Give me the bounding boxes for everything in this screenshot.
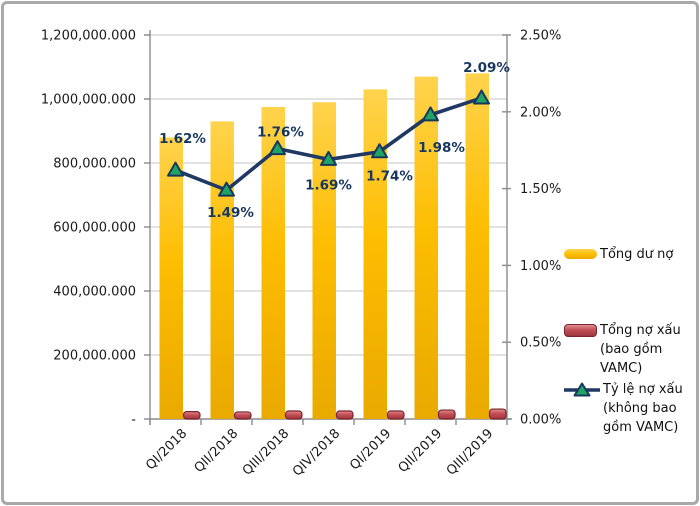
npl-data-label: 1.62% bbox=[159, 131, 206, 147]
right-axis-tick-label: 2.50% bbox=[520, 29, 561, 44]
bad-debt-bar bbox=[488, 408, 507, 420]
right-axis-tick-label: 0.00% bbox=[520, 413, 561, 428]
legend-item: Tỷ lệ nợ xấu (không bao gồm VAMC) bbox=[564, 380, 694, 437]
combo-chart: 1,200,000.000 1,000,000.000 800,000.000 600… bbox=[41, 29, 561, 480]
total-loans-bar bbox=[414, 76, 438, 419]
legend-swatch-line-marker bbox=[564, 381, 600, 402]
bad-debt-bar bbox=[182, 411, 201, 420]
npl-ratio-marker bbox=[320, 150, 337, 166]
npl-ratio-marker bbox=[269, 140, 286, 156]
category-label: QI/2019 bbox=[347, 426, 394, 473]
left-axis-tick-label: 800,000.000 bbox=[53, 157, 136, 172]
npl-ratio-marker bbox=[218, 181, 235, 197]
bad-debt-bar bbox=[233, 411, 252, 420]
npl-data-label: 1.76% bbox=[257, 125, 304, 141]
bad-debt-bar bbox=[437, 409, 456, 420]
chart-legend: Tổng dư nợ Tổng nợ xấu (bao gồm VAMC) Tỷ … bbox=[564, 245, 694, 437]
right-axis-tick-label: 0.50% bbox=[520, 336, 561, 351]
legend-swatch-bar-red bbox=[564, 324, 597, 337]
npl-data-label: 2.09% bbox=[463, 60, 510, 76]
left-axis-tick-label: 200,000.000 bbox=[53, 349, 136, 364]
legend-item: Tổng dư nợ bbox=[564, 245, 694, 264]
npl-ratio-marker bbox=[473, 89, 490, 105]
left-axis-tick-label: 400,000.000 bbox=[53, 285, 136, 300]
total-loans-bar bbox=[465, 73, 489, 420]
npl-ratio-marker bbox=[167, 161, 184, 177]
left-axis-tick-label: 1,200,000.000 bbox=[41, 29, 136, 44]
category-label: QII/2019 bbox=[396, 426, 446, 476]
bad-debt-bar bbox=[386, 410, 405, 420]
left-axis-tick-label: 1,000,000.000 bbox=[41, 93, 136, 108]
bad-debt-bar bbox=[335, 410, 354, 420]
legend-swatch-bar-yellow bbox=[564, 249, 597, 259]
category-label: QII/2018 bbox=[192, 426, 242, 476]
npl-data-label: 1.74% bbox=[366, 169, 413, 185]
npl-data-label: 1.69% bbox=[305, 177, 352, 193]
category-label: QIII/2018 bbox=[240, 426, 292, 478]
legend-label: Tổng nợ xấu (bao gồm VAMC) bbox=[600, 323, 681, 376]
category-label: QI/2018 bbox=[143, 426, 190, 473]
npl-data-label: 1.98% bbox=[418, 140, 465, 156]
left-axis-tick-label: - bbox=[131, 413, 136, 428]
npl-data-label: 1.49% bbox=[207, 205, 254, 221]
legend-label: Tỷ lệ nợ xấu (không bao gồm VAMC) bbox=[603, 382, 683, 435]
left-axis-tick-label: 600,000.000 bbox=[53, 221, 136, 236]
legend-item: Tổng nợ xấu (bao gồm VAMC) bbox=[564, 321, 694, 378]
bad-debt-bar bbox=[284, 410, 303, 420]
right-axis-tick-label: 2.00% bbox=[520, 105, 561, 120]
category-label: QIV/2018 bbox=[290, 426, 343, 479]
category-label: QIII/2019 bbox=[444, 426, 496, 478]
right-axis-tick-label: 1.50% bbox=[520, 182, 561, 197]
total-loans-bar bbox=[261, 107, 285, 419]
total-loans-bar bbox=[210, 121, 234, 420]
npl-ratio-marker bbox=[371, 143, 388, 159]
npl-ratio-marker bbox=[422, 106, 439, 122]
right-axis-tick-label: 1.00% bbox=[520, 259, 561, 274]
total-loans-bar bbox=[312, 102, 336, 419]
total-loans-bar bbox=[159, 137, 183, 419]
legend-label: Tổng dư nợ bbox=[600, 247, 674, 262]
total-loans-bar bbox=[363, 89, 387, 420]
